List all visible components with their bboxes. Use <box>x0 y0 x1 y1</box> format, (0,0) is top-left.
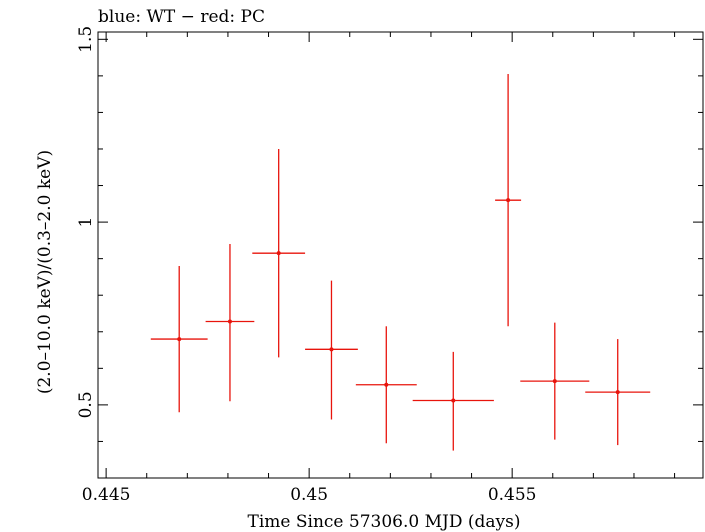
point-marker <box>384 382 389 387</box>
data-point <box>205 244 255 402</box>
data-point <box>150 265 208 413</box>
y-axis-ticks: 0.5 1 1.5 <box>76 26 703 479</box>
data-point <box>355 326 417 444</box>
y-tick-label: 1 <box>76 217 96 228</box>
data-point <box>520 322 590 440</box>
data-points <box>150 74 651 451</box>
point-marker <box>227 319 232 324</box>
y-tick-label: 1.5 <box>76 26 96 53</box>
data-point <box>585 339 651 446</box>
plot-frame <box>97 31 704 479</box>
data-point <box>412 351 494 451</box>
data-point <box>495 74 522 327</box>
point-marker <box>615 390 620 395</box>
x-tick-label: 0.45 <box>290 485 328 505</box>
data-point <box>252 148 306 358</box>
point-marker <box>329 347 334 352</box>
x-axis-ticks: 0.445 0.45 0.455 <box>82 32 676 505</box>
point-marker <box>506 198 511 203</box>
point-marker <box>177 337 182 342</box>
data-point <box>305 280 358 420</box>
chart-title: blue: WT − red: PC <box>98 7 265 27</box>
y-tick-label: 0.5 <box>76 391 96 418</box>
point-marker <box>276 251 281 256</box>
x-tick-label: 0.455 <box>488 485 537 505</box>
x-axis-label: Time Since 57306.0 MJD (days) <box>248 512 521 532</box>
point-marker <box>552 379 557 384</box>
y-axis-label: (2.0–10.0 keV)/(0.3–2.0 keV) <box>35 150 55 394</box>
point-marker <box>451 398 456 403</box>
x-tick-label: 0.445 <box>82 485 131 505</box>
